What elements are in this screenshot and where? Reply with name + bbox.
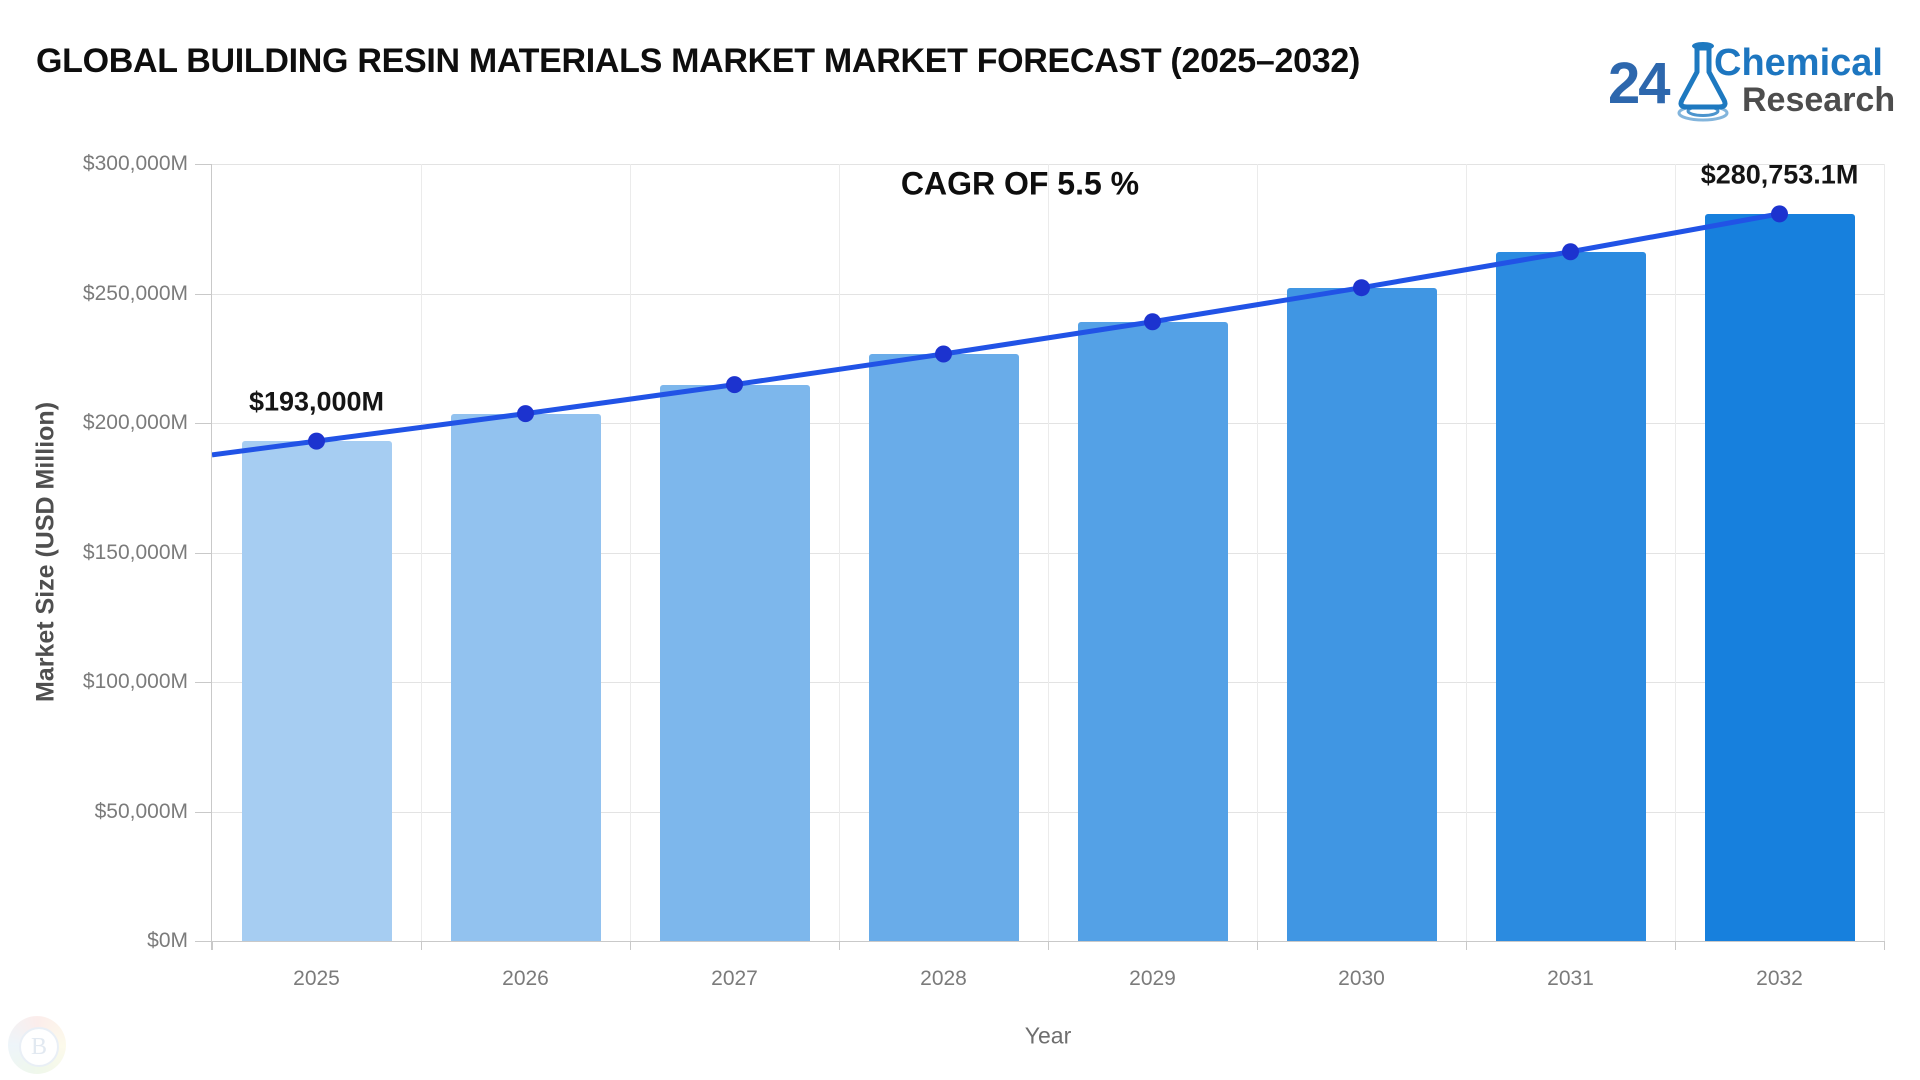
- x-tick-label: 2030: [1338, 967, 1385, 990]
- flask-icon: [1677, 42, 1729, 122]
- gridline-vertical: [1884, 164, 1885, 941]
- logo-word-research: Research: [1742, 80, 1896, 119]
- x-axis-tick: [839, 941, 840, 950]
- y-axis-tick: [195, 423, 211, 424]
- plot-area: $0M $50,000M $100,000M $150,000M $200,000M $2…: [83, 152, 1885, 990]
- trend-marker-2030: [1353, 279, 1370, 297]
- logo-number: 24: [1608, 51, 1670, 116]
- watermark-letter: B: [19, 1027, 59, 1067]
- trend-marker-2028: [935, 345, 952, 363]
- bar-2027: [659, 384, 810, 941]
- x-tick-label: 2029: [1129, 967, 1176, 990]
- y-tick-label: $0M: [147, 929, 188, 952]
- bar-2031: [1495, 251, 1646, 941]
- watermark-logo: B: [8, 1016, 66, 1074]
- gridline-vertical: [1466, 164, 1467, 941]
- gridline-vertical: [1257, 164, 1258, 941]
- x-axis-tick: [212, 941, 213, 950]
- y-axis-line: [211, 164, 212, 950]
- bar-2025: [241, 441, 392, 941]
- x-tick-label: 2028: [920, 967, 967, 990]
- x-axis-tick: [1048, 941, 1049, 950]
- trend-marker-2032: [1771, 205, 1788, 223]
- x-tick-label: 2032: [1756, 967, 1803, 990]
- x-axis-tick: [1675, 941, 1676, 950]
- y-tick-label: $200,000M: [82, 411, 188, 434]
- x-axis-tick: [421, 941, 422, 950]
- y-tick-label: $100,000M: [82, 670, 188, 693]
- bar-2026: [450, 413, 601, 941]
- y-tick-label: $300,000M: [82, 152, 188, 175]
- y-tick-label: $50,000M: [94, 799, 188, 823]
- trend-line: [212, 211, 1780, 458]
- x-axis-title: Year: [1024, 1022, 1072, 1049]
- trend-marker-2026: [517, 405, 534, 423]
- x-axis-tick: [1257, 941, 1258, 950]
- x-tick-label: 2031: [1547, 967, 1594, 990]
- gridline-vertical: [421, 164, 422, 941]
- trend-marker-2025: [308, 432, 325, 450]
- trend-marker-2027: [726, 376, 743, 394]
- gridline-vertical: [1048, 164, 1049, 941]
- y-axis-tick: [195, 293, 211, 295]
- gridline-vertical: [839, 164, 840, 941]
- y-axis-tick: [195, 682, 211, 683]
- page-title: GLOBAL BUILDING RESIN MATERIALS MARKET M…: [36, 42, 1360, 80]
- x-tick-label: 2026: [502, 967, 549, 990]
- y-tick-label: $150,000M: [82, 540, 188, 564]
- x-axis-tick: [1884, 941, 1885, 950]
- bar-2029: [1077, 321, 1228, 941]
- x-axis-tick: [630, 941, 631, 950]
- y-axis-tick: [195, 941, 211, 942]
- value-label-2032: $280,753.1M: [1700, 159, 1859, 190]
- bar-2032: [1704, 213, 1855, 941]
- trend-marker-2029: [1144, 313, 1161, 331]
- x-tick-label: 2027: [711, 967, 758, 990]
- y-tick-label: $250,000M: [82, 281, 188, 305]
- gridline-vertical: [630, 164, 631, 941]
- y-axis-tick: [195, 811, 211, 813]
- x-axis-tick: [1466, 941, 1467, 950]
- trend-marker-2031: [1562, 243, 1579, 261]
- logo-word-chemical: Chemical: [1714, 42, 1883, 84]
- y-axis-tick: [195, 552, 211, 554]
- value-label-2025: $193,000M: [248, 386, 385, 417]
- cagr-annotation: CAGR OF 5.5 %: [900, 165, 1140, 202]
- gridline-vertical: [1675, 164, 1676, 941]
- trend-line-layer: [212, 205, 1788, 458]
- y-axis-tick: [195, 164, 211, 165]
- bar-2028: [868, 354, 1019, 941]
- bar-2030: [1286, 287, 1437, 941]
- logo-wordmark: Chemical Research: [1714, 44, 1895, 117]
- x-tick-label: 2025: [293, 967, 340, 990]
- brand-logo: 24 Chemical Research: [1602, 34, 1895, 122]
- y-axis-title: Market Size (USD Million): [31, 401, 60, 703]
